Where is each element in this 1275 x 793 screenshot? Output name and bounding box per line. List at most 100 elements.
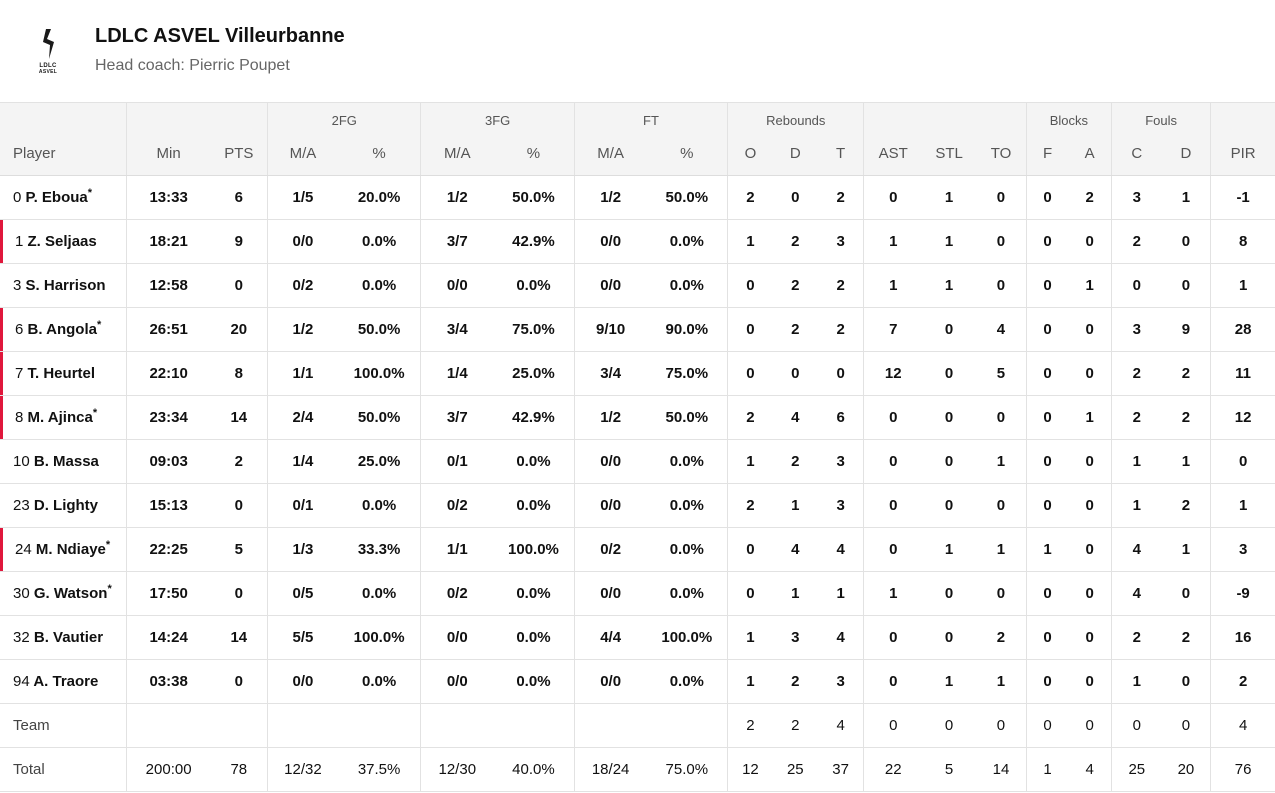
col-ft-ma[interactable]: M/A — [573, 131, 647, 176]
col-player[interactable]: Player — [0, 131, 127, 176]
player-row: 7 T. Heurtel 22:10 8 1/1 100.0% 1/4 25.0% 3/4 75… — [0, 351, 1275, 396]
player-name[interactable]: M. Ajinca — [27, 409, 93, 426]
player-name[interactable]: Z. Seljaas — [27, 233, 97, 250]
cell-min: 09:03 — [125, 439, 211, 484]
cell-pts: 20 — [210, 307, 268, 352]
cell-min: 15:13 — [125, 483, 211, 528]
col-to[interactable]: TO — [976, 131, 1027, 176]
cell-blk-a: 0 — [1068, 527, 1112, 572]
cell-reb-d: 2 — [772, 307, 818, 352]
cell-fouls-c: 2 — [1110, 351, 1162, 396]
cell-ast: 0 — [863, 615, 923, 660]
player-number: 7 — [15, 365, 24, 382]
cell-ft-ma: 0/0 — [573, 439, 647, 484]
player-name[interactable]: P. Eboua — [25, 189, 88, 206]
cell-fouls-c: 2 — [1110, 219, 1162, 264]
col-pir[interactable]: PIR — [1210, 131, 1275, 176]
col-ast[interactable]: AST — [863, 131, 923, 176]
player-name[interactable]: B. Vautier — [33, 629, 104, 646]
cell-ft-pct: 75.0% — [646, 351, 728, 396]
cell-2fg-ma: 0/0 — [267, 219, 338, 264]
player-name[interactable]: G. Watson — [33, 585, 108, 602]
player-name[interactable]: B. Massa — [33, 453, 99, 470]
player-cell: 30 G. Watson* — [0, 571, 127, 616]
cell-blk-a: 0 — [1068, 351, 1112, 396]
player-number: 6 — [15, 321, 24, 338]
column-header-row: Player Min PTS M/A % M/A % M/A % O D T A… — [0, 131, 1275, 176]
col-3fg-pct[interactable]: % — [493, 131, 575, 176]
cell-pts: 14 — [210, 615, 268, 660]
cell-2fg-pct: 20.0% — [337, 175, 421, 220]
cell-3fg-pct: 42.9% — [493, 395, 575, 440]
col-2fg-pct[interactable]: % — [337, 131, 421, 176]
player-name[interactable]: T. Heurtel — [27, 365, 96, 382]
col-reb-d[interactable]: D — [772, 131, 818, 176]
cell-reb-d: 2 — [772, 219, 818, 264]
player-name[interactable]: S. Harrison — [25, 277, 106, 294]
cell-pir: 16 — [1210, 615, 1275, 660]
group-rebounds: Rebounds — [727, 102, 864, 132]
cell-ft-pct — [646, 703, 728, 748]
cell-pir: 2 — [1210, 659, 1275, 704]
cell-pts: 14 — [210, 395, 268, 440]
cell-to: 0 — [976, 395, 1027, 440]
cell-fouls-c: 0 — [1110, 703, 1162, 748]
cell-ft-pct: 0.0% — [646, 219, 728, 264]
col-pts[interactable]: PTS — [210, 131, 268, 176]
player-cell: 23 D. Lighty — [0, 483, 127, 528]
cell-to: 0 — [976, 175, 1027, 220]
cell-3fg-ma: 0/2 — [420, 571, 494, 616]
player-name[interactable]: D. Lighty — [33, 497, 99, 514]
cell-pir: -1 — [1210, 175, 1275, 220]
cell-ft-ma: 4/4 — [573, 615, 647, 660]
player-name[interactable]: B. Angola — [27, 321, 97, 338]
cell-fouls-c: 3 — [1110, 307, 1162, 352]
col-fouls-c[interactable]: C — [1110, 131, 1162, 176]
player-name[interactable]: A. Traore — [33, 673, 99, 690]
cell-reb-o: 2 — [727, 483, 773, 528]
cell-ft-pct: 0.0% — [646, 263, 728, 308]
col-blk-f[interactable]: F — [1025, 131, 1069, 176]
col-reb-o[interactable]: O — [727, 131, 773, 176]
cell-blk-a: 0 — [1068, 307, 1112, 352]
col-3fg-ma[interactable]: M/A — [420, 131, 494, 176]
cell-3fg-pct: 0.0% — [493, 483, 575, 528]
player-row: 1 Z. Seljaas 18:21 9 0/0 0.0% 3/7 42.9% 0/0 0.0%… — [0, 219, 1275, 264]
cell-blk-f: 0 — [1025, 571, 1069, 616]
cell-reb-t: 3 — [817, 659, 864, 704]
group-spacer-minpts — [125, 102, 268, 132]
column-group-row: 2FG 3FG FT Rebounds Blocks Fouls — [0, 102, 1275, 132]
cell-fouls-d: 0 — [1161, 263, 1211, 308]
cell-ft-pct: 100.0% — [646, 615, 728, 660]
cell-blk-a: 0 — [1068, 615, 1112, 660]
cell-reb-d: 0 — [772, 175, 818, 220]
col-ft-pct[interactable]: % — [646, 131, 728, 176]
col-reb-t[interactable]: T — [817, 131, 864, 176]
cell-3fg-ma: 3/4 — [420, 307, 494, 352]
team-name: LDLC ASVEL Villeurbanne — [95, 25, 345, 47]
col-fouls-d[interactable]: D — [1161, 131, 1211, 176]
col-2fg-ma[interactable]: M/A — [267, 131, 338, 176]
cell-reb-o: 1 — [727, 659, 773, 704]
cell-min: 14:24 — [125, 615, 211, 660]
cell-blk-f: 0 — [1025, 439, 1069, 484]
cell-2fg-pct: 33.3% — [337, 527, 421, 572]
cell-pir: 4 — [1210, 703, 1275, 748]
cell-stl: 0 — [922, 395, 977, 440]
cell-to: 1 — [976, 527, 1027, 572]
col-blk-a[interactable]: A — [1068, 131, 1112, 176]
player-cell: 7 T. Heurtel — [0, 351, 127, 396]
cell-to: 0 — [976, 263, 1027, 308]
starter-marker: * — [87, 187, 93, 199]
cell-fouls-c: 4 — [1110, 527, 1162, 572]
cell-reb-t: 3 — [817, 219, 864, 264]
col-stl[interactable]: STL — [922, 131, 977, 176]
cell-2fg-ma: 0/2 — [267, 263, 338, 308]
cell-ft-ma: 0/0 — [573, 263, 647, 308]
cell-blk-a: 0 — [1068, 219, 1112, 264]
player-name[interactable]: M. Ndiaye — [35, 541, 106, 558]
cell-to: 0 — [976, 571, 1027, 616]
cell-3fg-ma: 3/7 — [420, 219, 494, 264]
col-min[interactable]: Min — [125, 131, 211, 176]
cell-to: 2 — [976, 615, 1027, 660]
